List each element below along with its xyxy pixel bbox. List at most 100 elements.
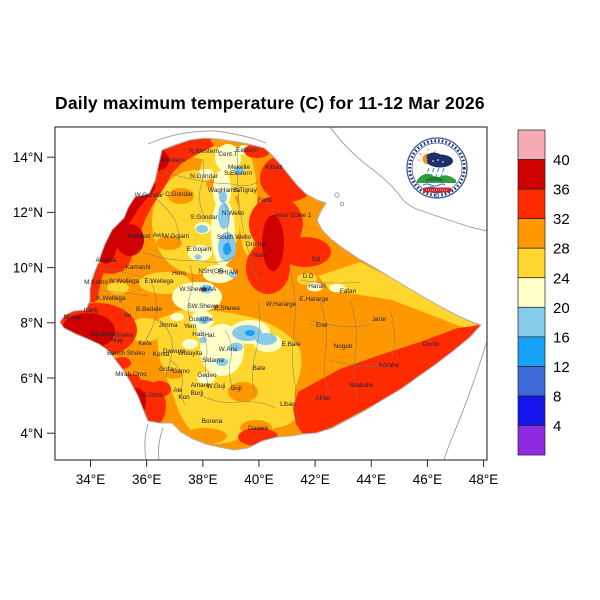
neighbour-borders — [144, 126, 488, 461]
zone-label: B.Bedele — [136, 306, 162, 313]
colorbar-band — [517, 425, 546, 456]
logo-banner — [423, 187, 451, 193]
zone-label: Guraghe — [189, 316, 214, 323]
zone-label: M.Komo — [84, 279, 108, 286]
zone-label: Cent.T — [218, 151, 237, 158]
zone-label: Doolo — [423, 341, 440, 348]
zone-label: S.Eastern — [224, 170, 253, 177]
colorbar-band — [517, 336, 546, 367]
zone-label: Eastern — [236, 147, 258, 154]
zone-label: Mirab Omo — [115, 371, 147, 378]
zone-label: Sheka — [115, 332, 134, 339]
zone-label: N.Western — [189, 148, 220, 155]
colorbar-band — [517, 129, 546, 160]
ethiopia-outline — [59, 137, 482, 451]
zone-label: WagHamra — [208, 187, 241, 194]
x-tick-label: 42°E — [300, 472, 329, 487]
zone-label: AA — [208, 286, 217, 293]
zone-label: S.Omo — [143, 392, 163, 399]
zone-label: Burji — [191, 390, 204, 397]
zone-label: N.Gondar — [190, 173, 219, 180]
zone-label: Liban — [280, 401, 296, 408]
x-tick-label: 48°E — [469, 472, 498, 487]
zone-label: Sidama — [202, 357, 224, 364]
island-mark — [334, 192, 340, 198]
zone-label: E.Shewa — [214, 305, 240, 312]
meteorology-agency-logo — [406, 137, 468, 199]
zone-label: Siti — [312, 256, 321, 263]
colorbar-tick-label: 36 — [553, 182, 570, 199]
x-tick-label: 36°E — [132, 472, 161, 487]
y-axis: 14°N 12°N 10°N 8°N 6°N 4°N — [13, 150, 55, 441]
colorbar-tick-label: 4 — [553, 418, 561, 435]
zone-label: Bale — [253, 365, 266, 372]
temperature-field — [60, 138, 481, 450]
zone-label: Nogob — [334, 343, 353, 350]
zone-label: Korahe — [379, 362, 400, 369]
x-tick-label: 46°E — [413, 472, 442, 487]
zone-label: Agnewak — [90, 331, 117, 338]
colorbar-tick-label: 16 — [553, 329, 570, 346]
y-tick-label: 4°N — [20, 426, 43, 441]
zone-label: S.Gondar — [190, 214, 218, 221]
zone-label: Mekelle — [228, 164, 250, 171]
zone-label: S.Tigray — [233, 187, 257, 194]
addis-ababa-marker — [200, 286, 208, 292]
zone-label: Yem — [184, 323, 197, 330]
zone-label: SW.Shewa — [187, 303, 219, 310]
x-axis: 34°E 36°E 38°E 40°E 42°E 44°E 46°E 48°E — [76, 460, 498, 487]
zone-boundaries — [91, 147, 395, 426]
zone-label: N.Wello — [222, 210, 245, 217]
colorbar-band — [517, 306, 546, 338]
temperature-colorbar: 40 36 32 28 24 20 16 12 8 4 — [517, 129, 570, 456]
zone-label: K.Wellega — [96, 295, 125, 302]
zone-label: Fafan — [340, 288, 357, 295]
zone-label: Itang — [84, 307, 99, 314]
zone-label: Awi — [153, 232, 163, 239]
colorbar-tick-label: 12 — [553, 359, 570, 376]
zone-label: D.D — [302, 273, 313, 280]
zone-label: Metekel — [128, 233, 150, 240]
zone-label: Kamashi — [126, 264, 151, 271]
logo-ring-text — [408, 139, 466, 197]
colorbar-tick-label: 28 — [553, 241, 570, 258]
colorbar-tick-label: 32 — [553, 211, 570, 228]
zone-label: Guji — [230, 385, 241, 392]
zone-label: W.Gojam — [163, 233, 189, 240]
zone-label: Daawa — [248, 425, 268, 432]
zone-label: Afder — [315, 395, 331, 402]
zone-label: Borena — [202, 418, 223, 425]
zone-label: NSH(OR — [198, 268, 224, 275]
colorbar-band — [517, 395, 546, 426]
colorbar-tick-label: 24 — [553, 270, 570, 287]
zone-label: Hal. — [204, 332, 216, 339]
zone-label: Jimma — [159, 322, 178, 329]
zone-label: Erer — [316, 322, 329, 329]
zone-label: Gedeo — [197, 372, 217, 379]
zone-label: C.Gondar — [165, 191, 194, 198]
colorbar-band — [517, 188, 546, 220]
colorbar-tick-label: 40 — [553, 152, 570, 169]
x-tick-label: 38°E — [188, 472, 217, 487]
zone-label: W.Guji — [207, 383, 226, 390]
zone-label: Maji — [111, 337, 123, 344]
zone-label: W.Hararge — [266, 301, 297, 308]
zone-label: E.Gojam — [187, 246, 212, 253]
y-tick-label: 12°N — [13, 205, 43, 220]
y-tick-label: 14°N — [13, 150, 43, 165]
zone-label: Konta — [153, 351, 170, 358]
zone-label: Nuwer — [64, 314, 83, 321]
zone-label: Wolayita — [178, 350, 203, 357]
colorbar-band — [517, 277, 546, 308]
x-tick-label: 44°E — [357, 472, 386, 487]
island-mark — [339, 201, 345, 207]
x-tick-label: 40°E — [244, 472, 273, 487]
colorbar-band — [517, 218, 546, 249]
map-frame: 34°E 36°E 38°E 40°E 42°E 44°E 46°E 48°E 14°N 12°… — [13, 126, 498, 487]
zone-label: Kilbati — [265, 164, 282, 171]
colorbar-band — [517, 247, 546, 279]
zone-label: W.Arsi — [219, 346, 237, 353]
